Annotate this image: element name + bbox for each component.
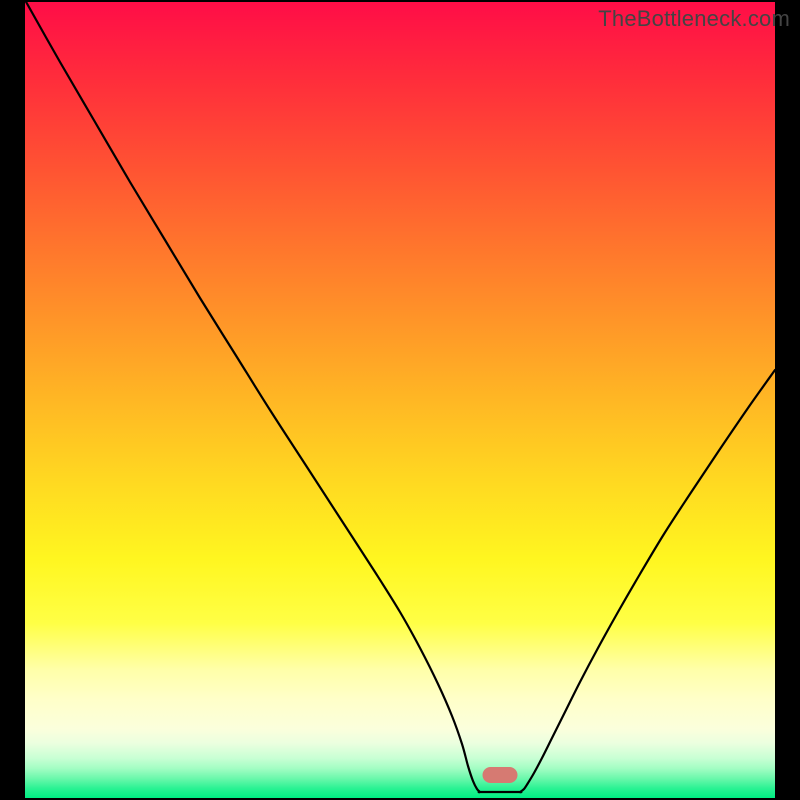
chart-background <box>25 2 775 798</box>
frame-top <box>0 0 800 2</box>
frame-right <box>775 0 800 800</box>
chart-container: TheBottleneck.com <box>0 0 800 800</box>
watermark-text: TheBottleneck.com <box>598 6 790 32</box>
optimal-marker <box>483 767 518 783</box>
frame-left <box>0 0 25 800</box>
bottleneck-chart <box>0 0 800 800</box>
